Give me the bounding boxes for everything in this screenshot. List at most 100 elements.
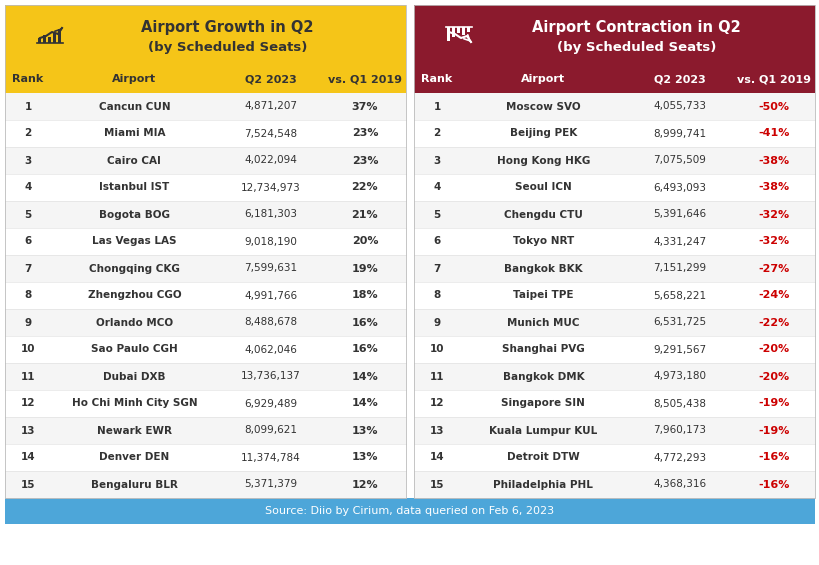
Text: Las Vegas LAS: Las Vegas LAS	[92, 237, 176, 246]
Text: 8,999,741: 8,999,741	[652, 128, 705, 138]
Text: Airport: Airport	[112, 74, 156, 84]
Text: Ho Chi Minh City SGN: Ho Chi Minh City SGN	[71, 398, 197, 408]
Text: -24%: -24%	[758, 290, 789, 301]
Text: Bangkok DMK: Bangkok DMK	[502, 372, 583, 381]
Text: 11,374,784: 11,374,784	[241, 453, 301, 463]
Text: 4,991,766: 4,991,766	[244, 290, 296, 301]
Bar	[414, 471, 814, 498]
Bar	[467, 27, 470, 32]
Text: 4,871,207: 4,871,207	[244, 102, 296, 111]
Text: 12: 12	[429, 398, 444, 408]
Bar	[457, 27, 460, 33]
Bar	[5, 309, 405, 336]
Text: 7,960,173: 7,960,173	[653, 425, 705, 436]
Text: Zhengzhou CGO: Zhengzhou CGO	[88, 290, 181, 301]
Bar	[53, 33, 57, 43]
Bar	[414, 93, 814, 120]
Text: 18%: 18%	[351, 290, 378, 301]
Text: Bangkok BKK: Bangkok BKK	[504, 263, 582, 273]
Text: 3: 3	[433, 155, 440, 166]
Text: 3: 3	[25, 155, 32, 166]
Text: 8: 8	[25, 290, 32, 301]
Text: 9: 9	[433, 318, 440, 328]
Bar	[414, 201, 814, 228]
Text: -19%: -19%	[758, 398, 789, 408]
Text: 6,181,303: 6,181,303	[244, 210, 296, 219]
Text: Q2 2023: Q2 2023	[245, 74, 296, 84]
Bar	[5, 120, 405, 147]
Bar	[58, 29, 61, 43]
Text: Q2 2023: Q2 2023	[653, 74, 704, 84]
Text: 4,062,046: 4,062,046	[244, 345, 296, 354]
Text: 6,531,725: 6,531,725	[652, 318, 705, 328]
Text: 7,075,509: 7,075,509	[653, 155, 705, 166]
Text: 10: 10	[429, 345, 444, 354]
Text: Beijing PEK: Beijing PEK	[509, 128, 577, 138]
Text: Rank: Rank	[421, 74, 452, 84]
Bar	[414, 444, 814, 471]
Text: 16%: 16%	[351, 318, 378, 328]
Text: Newark EWR: Newark EWR	[97, 425, 172, 436]
Text: 4: 4	[25, 182, 32, 193]
Text: Tokyo NRT: Tokyo NRT	[512, 237, 573, 246]
Bar	[414, 5, 814, 65]
Text: 4: 4	[433, 182, 440, 193]
Text: 4,055,733: 4,055,733	[653, 102, 705, 111]
Bar	[414, 390, 814, 417]
Text: 8,488,678: 8,488,678	[244, 318, 296, 328]
Bar	[414, 363, 814, 390]
Text: -41%: -41%	[758, 128, 789, 138]
Text: 4,331,247: 4,331,247	[652, 237, 705, 246]
Text: Munich MUC: Munich MUC	[506, 318, 579, 328]
Text: Istanbul IST: Istanbul IST	[99, 182, 170, 193]
Text: 7,524,548: 7,524,548	[244, 128, 296, 138]
Text: -27%: -27%	[758, 263, 789, 273]
Text: 8: 8	[433, 290, 440, 301]
Text: 7,151,299: 7,151,299	[652, 263, 705, 273]
Text: Cairo CAI: Cairo CAI	[107, 155, 161, 166]
Text: Rank: Rank	[12, 74, 43, 84]
Bar	[414, 417, 814, 444]
Bar	[5, 147, 405, 174]
Bar	[462, 27, 465, 35]
Text: 13%: 13%	[351, 453, 378, 463]
Bar	[5, 363, 405, 390]
Text: Denver DEN: Denver DEN	[99, 453, 170, 463]
Text: Seoul ICN: Seoul ICN	[514, 182, 571, 193]
Bar	[447, 27, 450, 41]
Text: Bengaluru BLR: Bengaluru BLR	[91, 480, 178, 489]
Text: Source: Diio by Cirium, data queried on Feb 6, 2023: Source: Diio by Cirium, data queried on …	[265, 506, 554, 516]
Text: 6: 6	[433, 237, 440, 246]
Bar	[452, 27, 455, 37]
Bar	[5, 201, 405, 228]
Text: 4,022,094: 4,022,094	[244, 155, 296, 166]
Text: 12%: 12%	[351, 480, 378, 489]
Text: 12,734,973: 12,734,973	[241, 182, 301, 193]
Text: 16%: 16%	[351, 345, 378, 354]
Text: 10: 10	[20, 345, 35, 354]
Text: Philadelphia PHL: Philadelphia PHL	[493, 480, 592, 489]
Text: vs. Q1 2019: vs. Q1 2019	[736, 74, 810, 84]
Text: 7,599,631: 7,599,631	[244, 263, 296, 273]
Text: -22%: -22%	[758, 318, 789, 328]
Text: vs. Q1 2019: vs. Q1 2019	[328, 74, 401, 84]
Text: Taipei TPE: Taipei TPE	[513, 290, 572, 301]
Text: Airport Contraction in Q2: Airport Contraction in Q2	[532, 20, 740, 35]
Text: Chongqing CKG: Chongqing CKG	[88, 263, 179, 273]
Bar	[414, 174, 814, 201]
Text: 13: 13	[429, 425, 444, 436]
Bar	[414, 65, 814, 93]
Text: 7: 7	[433, 263, 440, 273]
Text: Bogota BOG: Bogota BOG	[99, 210, 170, 219]
Text: -16%: -16%	[758, 453, 789, 463]
Bar	[414, 5, 814, 498]
Text: 14: 14	[20, 453, 35, 463]
Text: 5: 5	[25, 210, 32, 219]
Text: 19%: 19%	[351, 263, 378, 273]
Text: 6,929,489: 6,929,489	[244, 398, 296, 408]
Text: -20%: -20%	[758, 372, 789, 381]
Text: Kuala Lumpur KUL: Kuala Lumpur KUL	[489, 425, 597, 436]
Text: -50%: -50%	[758, 102, 789, 111]
Text: 15: 15	[429, 480, 444, 489]
Text: 5: 5	[433, 210, 440, 219]
